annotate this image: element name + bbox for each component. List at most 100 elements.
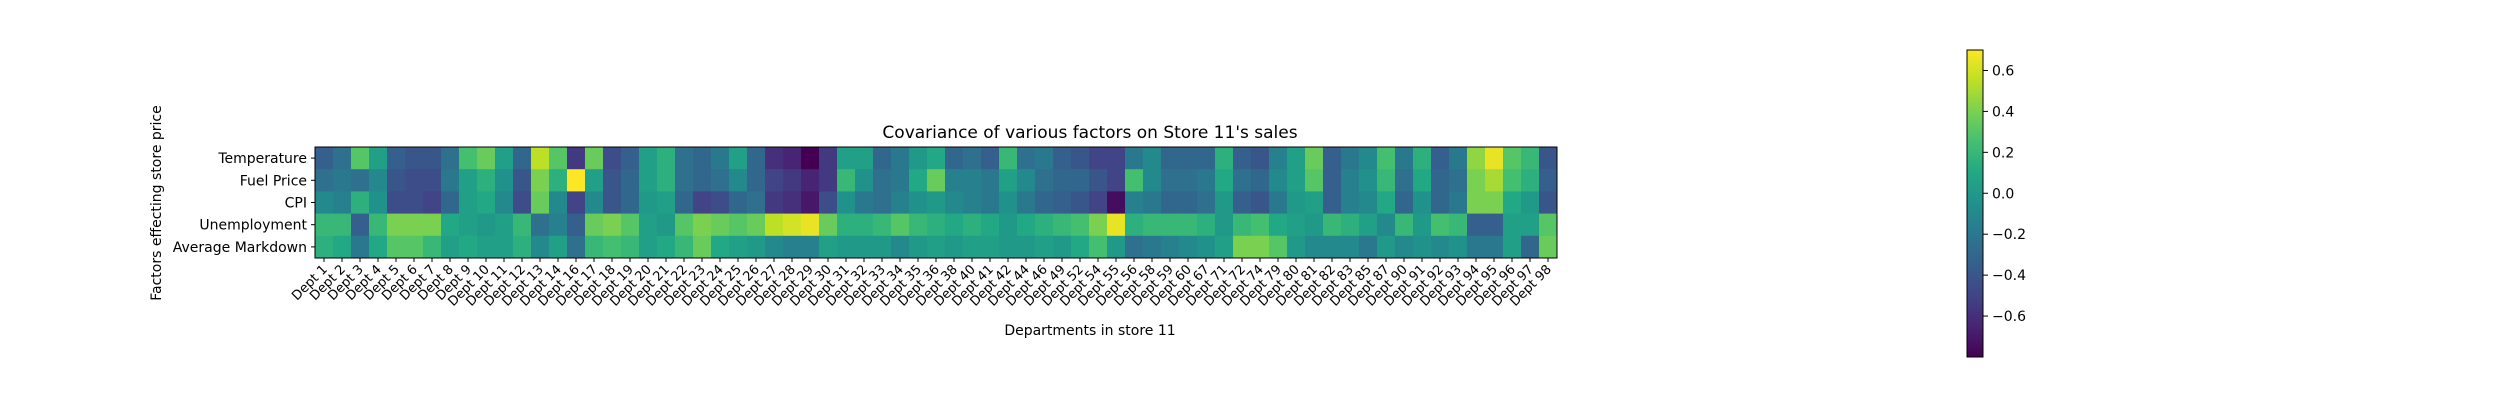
heatmap-cell [495, 191, 514, 214]
heatmap-cell [1071, 213, 1090, 237]
heatmap-cell [441, 191, 460, 214]
heatmap-cell [1215, 147, 1234, 170]
heatmap-cell [927, 191, 946, 214]
heatmap-cell [1521, 213, 1540, 237]
heatmap-cell [891, 191, 910, 214]
heatmap-cell [1197, 191, 1216, 214]
heatmap-cell [657, 169, 676, 192]
heatmap-cell [585, 235, 604, 259]
heatmap-cell [693, 147, 712, 170]
heatmap-cell [855, 213, 874, 237]
heatmap-cell [333, 191, 352, 214]
heatmap-cell [459, 191, 478, 214]
heatmap-cell [1251, 191, 1270, 214]
heatmap-cell [1395, 169, 1414, 192]
heatmap-cell [945, 147, 964, 170]
heatmap-cell [1377, 213, 1396, 237]
heatmap-cell [819, 169, 838, 192]
heatmap-cell [531, 235, 550, 259]
heatmap-cell [1197, 235, 1216, 259]
heatmap-cell [495, 213, 514, 237]
heatmap-cell [1485, 147, 1504, 170]
heatmap-cell [1107, 147, 1126, 170]
heatmap-cell [1431, 191, 1450, 214]
heatmap-cell [387, 147, 406, 170]
heatmap-cell [1395, 147, 1414, 170]
heatmap-cell [765, 213, 784, 237]
heatmap-cell [567, 235, 586, 259]
heatmap-cell [801, 213, 820, 237]
heatmap-cell [621, 191, 640, 214]
heatmap-cell [1359, 235, 1378, 259]
heatmap-cell [1035, 169, 1054, 192]
heatmap-cell [765, 147, 784, 170]
heatmap-cell [1449, 213, 1468, 237]
heatmap-cell [1341, 147, 1360, 170]
heatmap-cell [999, 235, 1018, 259]
heatmap-cell [1089, 169, 1108, 192]
heatmap-cell [549, 213, 568, 237]
heatmap-cell [1395, 213, 1414, 237]
heatmap-cell [1467, 235, 1486, 259]
colorbar-tick-label: 0.0 [1992, 186, 2014, 202]
colorbar-tick-label: 0.6 [1992, 63, 2014, 79]
heatmap-cell [549, 147, 568, 170]
chart-title: Covariance of various factors on Store 1… [882, 123, 1297, 143]
heatmap-cell [1035, 213, 1054, 237]
heatmap-cell [531, 147, 550, 170]
heatmap-cell [1377, 235, 1396, 259]
heatmap-cell [315, 191, 334, 214]
heatmap-cell [1377, 147, 1396, 170]
heatmap-cell [459, 147, 478, 170]
heatmap-cell [1269, 147, 1288, 170]
heatmap-cell [513, 169, 532, 192]
heatmap-cell [513, 213, 532, 237]
heatmap-cell [405, 169, 424, 192]
heatmap-cell [603, 235, 622, 259]
heatmap-cell [567, 147, 586, 170]
heatmap-cell [603, 213, 622, 237]
heatmap-cell [891, 213, 910, 237]
heatmap-cell [459, 235, 478, 259]
heatmap-cell [1341, 191, 1360, 214]
heatmap-cell [873, 191, 892, 214]
heatmap-cell [675, 213, 694, 237]
heatmap-cell [1071, 147, 1090, 170]
heatmap-cell [1485, 235, 1504, 259]
heatmap-cell [1017, 169, 1036, 192]
heatmap-cell [819, 235, 838, 259]
heatmap-cell [1107, 191, 1126, 214]
heatmap-cell [999, 191, 1018, 214]
heatmap-cell [1305, 191, 1324, 214]
heatmap-cell [981, 147, 1000, 170]
heatmap-cell [603, 191, 622, 214]
heatmap-cell [1503, 169, 1522, 192]
heatmap-cell [837, 169, 856, 192]
heatmap-cell [1287, 169, 1306, 192]
heatmap-cell [747, 213, 766, 237]
heatmap-cell [423, 235, 442, 259]
heatmap-cell [1269, 191, 1288, 214]
heatmap-cell [1269, 213, 1288, 237]
heatmap-cell [405, 191, 424, 214]
heatmap-cell [585, 191, 604, 214]
heatmap-cell [765, 235, 784, 259]
heatmap-cell [927, 169, 946, 192]
heatmap-cell [477, 147, 496, 170]
heatmap-cell [333, 169, 352, 192]
heatmap-cell [441, 147, 460, 170]
heatmap-cell [477, 191, 496, 214]
heatmap-cell [1395, 235, 1414, 259]
heatmap-cell [693, 191, 712, 214]
heatmap-cell [585, 147, 604, 170]
heatmap-cell [531, 191, 550, 214]
heatmap-cell [1179, 191, 1198, 214]
heatmap-cell [1359, 169, 1378, 192]
heatmap-cell [1287, 191, 1306, 214]
heatmap-cell [1143, 191, 1162, 214]
colorbar-tick-label: 0.2 [1992, 145, 2014, 161]
heatmap-cell [1503, 213, 1522, 237]
heatmap-cell [837, 191, 856, 214]
heatmap-cell [1143, 213, 1162, 237]
heatmap-cell [495, 147, 514, 170]
